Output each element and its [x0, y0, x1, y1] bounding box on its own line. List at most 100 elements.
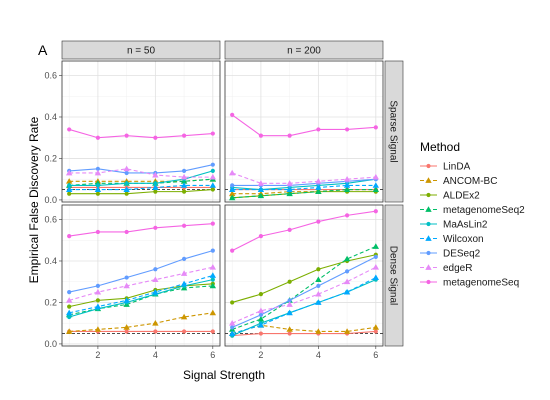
data-point-edgeR	[180, 270, 188, 276]
data-point-edgeR	[228, 169, 236, 176]
data-point-Wilcoxon	[286, 309, 293, 316]
y-tick-label: 0.0	[44, 339, 57, 349]
data-point-edgeR	[123, 165, 130, 172]
panel-border	[224, 204, 384, 347]
data-point-metagenomeSeq2	[315, 188, 322, 195]
legend: Method LinDA ANCOM-BC ALDEx2 metagenomeSeq2…	[420, 140, 525, 289]
data-point-DESeq2	[210, 248, 215, 253]
data-point-metagenomeSeq	[95, 229, 101, 235]
series-line-metagenomeSeq	[231, 114, 376, 137]
series-line-ALDEx2	[69, 283, 213, 308]
y-tick-label: 0.2	[44, 297, 57, 307]
data-point-metagenomeSeq	[67, 234, 72, 239]
data-point-metagenomeSeq	[181, 223, 187, 228]
data-point-MaAsLin2	[124, 181, 129, 186]
data-point-ALDEx2	[95, 298, 101, 303]
series-line-metagenomeSeq	[69, 223, 213, 237]
data-point-DESeq2	[287, 298, 292, 303]
data-point-metagenomeSeq	[373, 209, 378, 214]
data-point-metagenomeSeq2	[343, 186, 351, 192]
data-point-DESeq2	[210, 162, 215, 167]
data-point-edgeR	[152, 171, 159, 178]
legend-key-marker	[425, 177, 432, 183]
series-line-edgeR	[231, 172, 376, 184]
data-point-ALDEx2	[67, 191, 72, 196]
x-tick-label: 4	[316, 350, 321, 360]
data-point-ALDEx2	[95, 191, 101, 196]
data-point-DESeq2	[373, 254, 378, 259]
data-point-metagenomeSeq	[287, 227, 292, 232]
data-point-edgeR	[315, 178, 322, 184]
data-point-ALDEx2	[124, 191, 129, 196]
legend-key-marker	[425, 235, 432, 241]
legend-label: ALDEx2	[443, 191, 480, 202]
data-point-metagenomeSeq2	[228, 194, 236, 201]
data-point-edgeR	[94, 288, 102, 295]
legend-item-Wilcoxon: Wilcoxon	[420, 234, 484, 245]
panel-1-1: 0.0 0.2 0.4 0.6	[44, 60, 221, 205]
data-point-metagenomeSeq	[230, 112, 235, 118]
x-tick-label: 2	[95, 350, 100, 360]
data-point-metagenomeSeq	[258, 133, 264, 138]
data-point-metagenomeSeq2	[209, 282, 217, 289]
data-point-DESeq2	[230, 183, 235, 188]
legend-label: Wilcoxon	[443, 234, 484, 245]
legend-label: LinDA	[443, 162, 471, 173]
data-point-edgeR	[123, 282, 130, 289]
data-point-Wilcoxon	[209, 272, 217, 278]
panel-border	[61, 204, 221, 347]
data-point-MaAsLin2	[67, 314, 72, 320]
panel-border	[61, 60, 221, 203]
data-point-edgeR	[65, 297, 73, 303]
data-point-metagenomeSeq2	[257, 192, 265, 199]
column-strip-1	[61, 40, 221, 60]
series-line-MaAsLin2	[69, 170, 213, 186]
data-point-edgeR	[286, 301, 293, 307]
data-point-Wilcoxon	[228, 186, 236, 192]
panel-1-2: 0.0 0.2 0.4 0.6 2 4 6	[44, 204, 221, 360]
data-point-LinDA	[287, 331, 292, 336]
row-strip-label: Sparse Signal	[388, 100, 399, 162]
data-point-edgeR	[152, 276, 159, 283]
data-point-MaAsLin2	[153, 181, 158, 186]
data-point-ANCOM-BC	[315, 328, 322, 334]
data-point-metagenomeSeq	[124, 133, 129, 138]
data-point-Wilcoxon	[315, 184, 322, 190]
legend-item-ALDEx2: ALDEx2	[420, 191, 480, 202]
row-strip-label: Dense Signal	[388, 246, 399, 305]
data-point-DESeq2	[230, 325, 235, 330]
data-point-edgeR	[228, 319, 236, 326]
data-point-edgeR	[94, 169, 102, 176]
data-point-ANCOM-BC	[65, 178, 73, 184]
legend-item-edgeR: edgeR	[420, 263, 472, 274]
data-point-DESeq2	[316, 283, 321, 288]
data-point-edgeR	[286, 180, 293, 186]
data-point-metagenomeSeq	[210, 131, 215, 136]
data-point-metagenomeSeq2	[343, 255, 351, 262]
data-point-LinDA	[181, 329, 187, 334]
data-point-Wilcoxon	[94, 303, 102, 310]
y-axis-title: Empirical False Discovery Rate	[27, 116, 41, 283]
series-line-Wilcoxon	[69, 274, 213, 314]
data-point-DESeq2	[67, 289, 72, 295]
data-point-Wilcoxon	[372, 274, 380, 280]
legend-key-marker	[425, 206, 432, 212]
data-point-ALDEx2	[210, 187, 215, 192]
data-point-Wilcoxon	[286, 186, 293, 192]
legend-label: ANCOM-BC	[443, 176, 497, 187]
data-point-edgeR	[209, 173, 217, 180]
legend-key-marker	[425, 264, 432, 270]
data-point-edgeR	[343, 278, 351, 285]
data-point-Wilcoxon	[372, 182, 380, 188]
data-point-DESeq2	[153, 267, 158, 272]
data-point-edgeR	[257, 307, 265, 314]
panels-layer: n = 50 n = 200 Sparse Signal Dense Signal 0.…	[44, 40, 404, 360]
data-point-metagenomeSeq	[344, 127, 350, 132]
x-axis-title: Signal Strength	[183, 368, 265, 382]
series-line-DESeq2	[69, 250, 213, 293]
legend-item-DESeq2: DESeq2	[420, 249, 481, 260]
legend-key-marker	[426, 192, 431, 198]
data-point-metagenomeSeq	[124, 229, 129, 235]
data-point-Wilcoxon	[65, 309, 73, 316]
x-tick-label: 2	[258, 350, 263, 360]
